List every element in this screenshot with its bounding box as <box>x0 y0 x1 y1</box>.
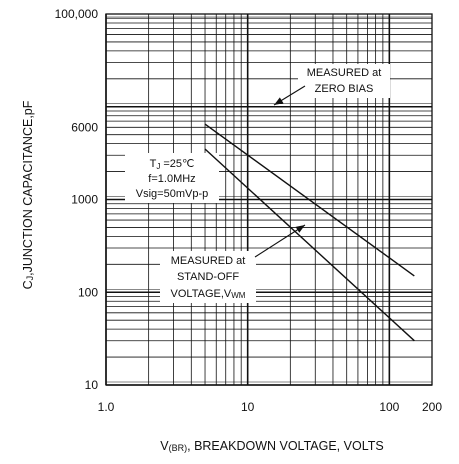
standoff-arrow-head <box>295 225 305 233</box>
x-title-prefix: V <box>160 439 169 453</box>
y-axis-title: CJ,JUNCTION CAPACITANCE,pF <box>21 100 35 289</box>
arrow-layer <box>254 85 306 258</box>
tick-labels: 1.0 10 100 200 10 100 1000 6000 100,000 <box>55 7 443 414</box>
x-tick-label: 10 <box>241 400 255 414</box>
conditions-tj: TJ =25℃ <box>150 158 195 171</box>
zero-bias-label-bg <box>298 64 390 98</box>
conditions-vsig: Vsig=50mVp-p <box>136 188 208 200</box>
x-axis-title: V(BR), BREAKDOWN VOLTAGE, VOLTS <box>160 439 383 453</box>
zero-bias-label-line2: ZERO BIAS <box>315 83 374 95</box>
conditions-label-bg <box>125 153 219 203</box>
y-tick-label: 10 <box>85 378 99 392</box>
tj-main: T <box>150 158 157 170</box>
x-tick-label: 200 <box>422 400 442 414</box>
tj-rest: =25℃ <box>160 158 194 170</box>
y-tick-label: 100,000 <box>55 7 99 21</box>
zero-bias-label-line1: MEASURED at <box>307 67 382 79</box>
standoff-label-line1: MEASURED at <box>171 255 246 267</box>
standoff-label-line2: STAND-OFF <box>177 271 239 283</box>
vwm-main: VOLTAGE,V <box>171 288 232 300</box>
vwm-sub: WM <box>231 291 246 300</box>
standoff-label-line3: VOLTAGE,VWM <box>171 288 246 300</box>
standoff-label-bg <box>160 251 256 303</box>
y-tick-label: 100 <box>78 285 98 299</box>
y-title-prefix: C <box>21 280 35 289</box>
x-title-rest: , BREAKDOWN VOLTAGE, VOLTS <box>187 439 384 453</box>
zero-bias-arrow-head <box>274 97 284 105</box>
standoff-arrow-shaft <box>254 224 306 258</box>
series-layer <box>204 123 415 342</box>
y-title-rest: ,JUNCTION CAPACITANCE,pF <box>21 100 35 276</box>
y-tick-label: 6000 <box>71 120 98 134</box>
y-title-sub: J <box>25 276 35 281</box>
zero-bias-series-line <box>204 123 415 277</box>
x-tick-label: 100 <box>379 400 399 414</box>
plot-frame <box>105 13 433 386</box>
tj-sub: J <box>156 162 160 171</box>
x-tick-label: 1.0 <box>98 400 115 414</box>
conditions-frequency: f=1.0MHz <box>148 173 195 185</box>
standoff-series-line <box>204 148 415 342</box>
y-tick-label: 1000 <box>71 193 98 207</box>
x-title-sub: (BR) <box>169 443 188 453</box>
